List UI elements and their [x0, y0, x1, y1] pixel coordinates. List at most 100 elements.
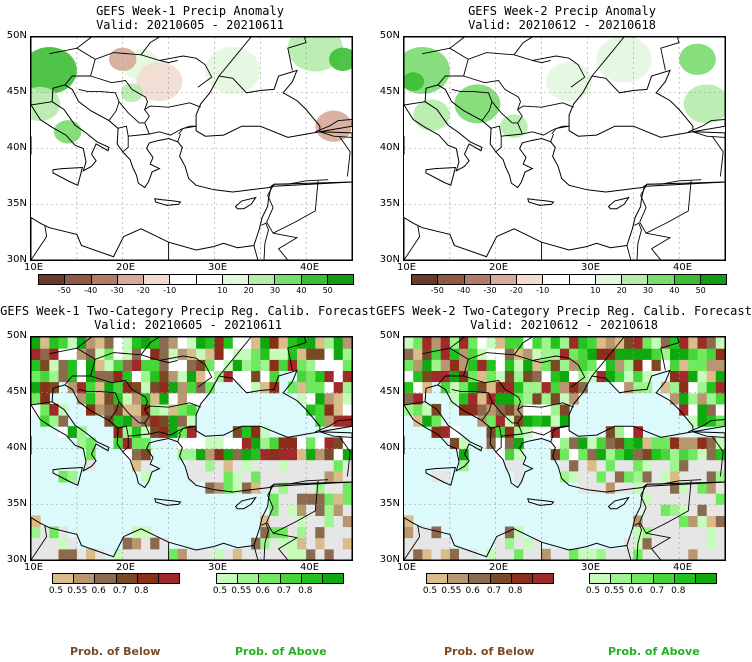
probability-cell — [477, 403, 488, 416]
probability-cell — [86, 381, 96, 394]
longitude-label: 20E — [116, 262, 136, 273]
probability-cell — [141, 348, 151, 360]
probability-cell — [670, 381, 680, 394]
probability-label: 0.8 — [298, 586, 313, 596]
colorbar-label: 50 — [322, 286, 333, 295]
country-border — [287, 337, 307, 371]
probability-cell — [413, 370, 423, 383]
probability-cell — [141, 370, 151, 383]
probability-cell — [660, 482, 671, 494]
probability-cell — [514, 448, 524, 461]
probability-cell — [31, 392, 41, 405]
probability-label: 0.6 — [465, 586, 480, 596]
colorbar-swatch — [222, 275, 249, 284]
probability-cell — [260, 470, 270, 483]
probability-cell — [131, 370, 142, 383]
probability-label: 0.5 — [212, 586, 228, 596]
week2-anomaly-map — [403, 36, 726, 261]
probability-cell — [306, 448, 316, 461]
probability-cell — [559, 448, 570, 461]
probability-cell — [651, 537, 662, 550]
prob-above-label-week2: Prob. of Above — [608, 645, 700, 658]
colorbar-swatch — [327, 275, 353, 284]
probability-cell — [315, 403, 325, 416]
colorbar-swatch — [464, 275, 491, 284]
probability-cell — [186, 370, 197, 383]
probability-swatch — [74, 574, 96, 583]
probability-cell — [431, 537, 442, 550]
country-border — [646, 532, 672, 560]
probability-cell — [679, 548, 689, 560]
probability-cell — [596, 337, 607, 349]
country-border — [640, 479, 702, 496]
probability-cell — [223, 482, 234, 494]
probability-cell — [550, 403, 561, 416]
probability-cell — [232, 337, 243, 349]
probability-cell — [670, 493, 680, 505]
anomaly-shade — [596, 37, 652, 83]
probability-cell — [141, 459, 151, 472]
probability-cell — [333, 482, 344, 494]
probability-cell — [333, 504, 344, 516]
probability-cell — [196, 359, 206, 371]
anomaly-shade — [53, 120, 82, 144]
probability-cell — [86, 403, 96, 416]
probability-cell — [679, 470, 689, 483]
probability-swatch — [280, 574, 302, 583]
probability-cell — [706, 493, 717, 505]
country-border — [550, 133, 554, 142]
probability-cell — [278, 337, 289, 349]
probability-cell — [278, 459, 289, 472]
probability-cell — [159, 426, 170, 438]
probability-cell — [297, 504, 307, 516]
probability-cell — [559, 370, 570, 383]
colorbar-label: -40 — [84, 286, 98, 295]
probability-cell — [113, 348, 124, 360]
probability-cell — [715, 359, 725, 371]
country-border — [551, 425, 570, 435]
probability-cell — [706, 437, 717, 450]
probability-cell — [31, 381, 41, 394]
probability-cell — [679, 515, 689, 528]
probability-cell — [715, 459, 725, 472]
probability-cell — [614, 437, 625, 450]
probability-cell — [569, 337, 579, 349]
country-border — [490, 425, 502, 437]
probability-cell — [58, 370, 69, 383]
probability-cell — [40, 392, 50, 405]
probability-cell — [587, 359, 598, 371]
probability-cell — [670, 448, 680, 461]
probability-cell — [532, 359, 543, 371]
probability-cell — [58, 526, 69, 539]
probability-cell — [186, 437, 197, 450]
country-border — [338, 135, 351, 177]
probability-cell — [670, 459, 680, 472]
probability-cell — [651, 348, 662, 360]
probability-cell — [431, 426, 442, 438]
probability-cell — [468, 403, 478, 416]
probability-cell — [688, 348, 698, 360]
probability-cell — [514, 426, 524, 438]
probability-cell — [333, 448, 344, 461]
probability-swatch — [238, 574, 260, 583]
probability-cell — [333, 470, 344, 483]
probability-cell — [324, 359, 335, 371]
latitude-label: 45N — [6, 386, 27, 397]
country-border — [159, 359, 178, 364]
probability-cell — [559, 403, 570, 416]
probability-cell — [342, 415, 352, 427]
country-border — [449, 337, 465, 349]
colorbar-label: 40 — [296, 286, 307, 295]
country-border — [551, 125, 570, 135]
latitude-label: 35N — [379, 198, 400, 209]
probability-cell — [596, 348, 607, 360]
probability-cell — [168, 370, 179, 383]
probability-cell — [697, 437, 708, 450]
probability-cell — [150, 359, 160, 371]
probability-cell — [186, 381, 197, 394]
probability-cell — [642, 493, 653, 505]
probability-cell — [670, 470, 680, 483]
probability-cell — [177, 415, 188, 427]
colorbar-swatch — [438, 275, 465, 284]
probability-cell — [706, 370, 717, 383]
